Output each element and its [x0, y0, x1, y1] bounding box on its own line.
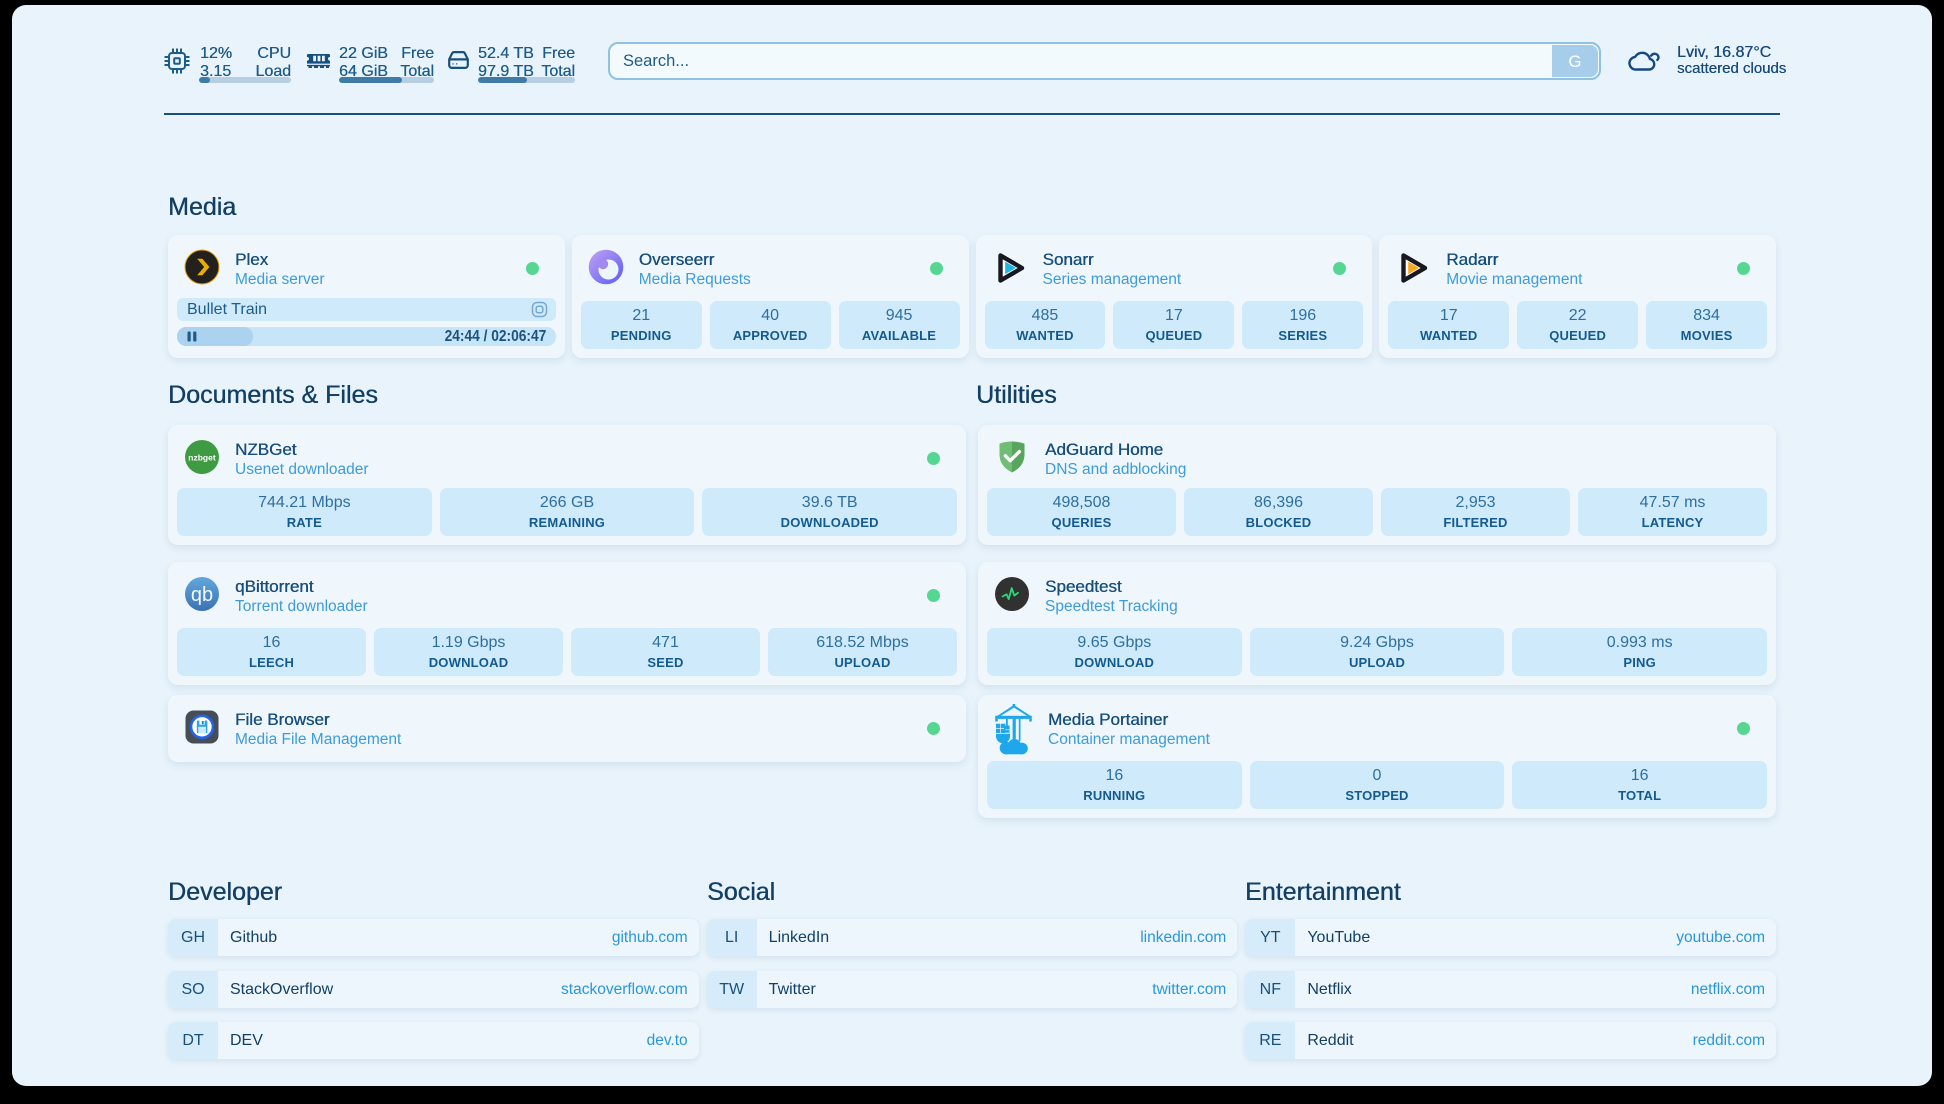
svg-text:qb: qb	[191, 584, 213, 606]
svg-text:nzbget: nzbget	[188, 453, 216, 463]
